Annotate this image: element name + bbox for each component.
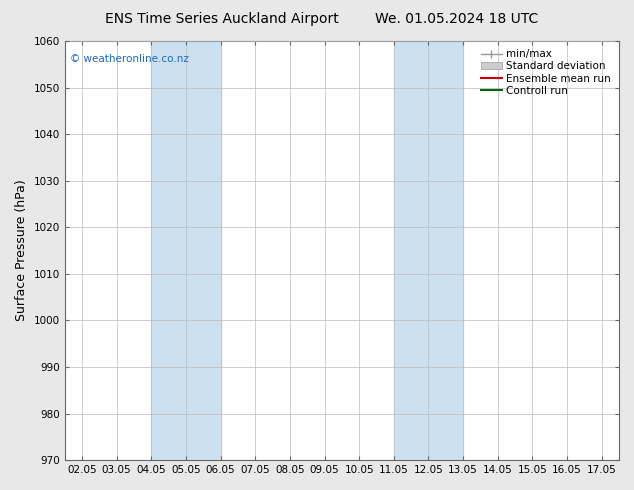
Bar [394,41,463,460]
Text: © weatheronline.co.nz: © weatheronline.co.nz [70,53,189,64]
Text: ENS Time Series Auckland Airport: ENS Time Series Auckland Airport [105,12,339,26]
Bar [152,41,221,460]
Text: We. 01.05.2024 18 UTC: We. 01.05.2024 18 UTC [375,12,538,26]
Y-axis label: Surface Pressure (hPa): Surface Pressure (hPa) [15,180,28,321]
Legend: min/max, Standard deviation, Ensemble mean run, Controll run: min/max, Standard deviation, Ensemble me… [478,46,614,99]
